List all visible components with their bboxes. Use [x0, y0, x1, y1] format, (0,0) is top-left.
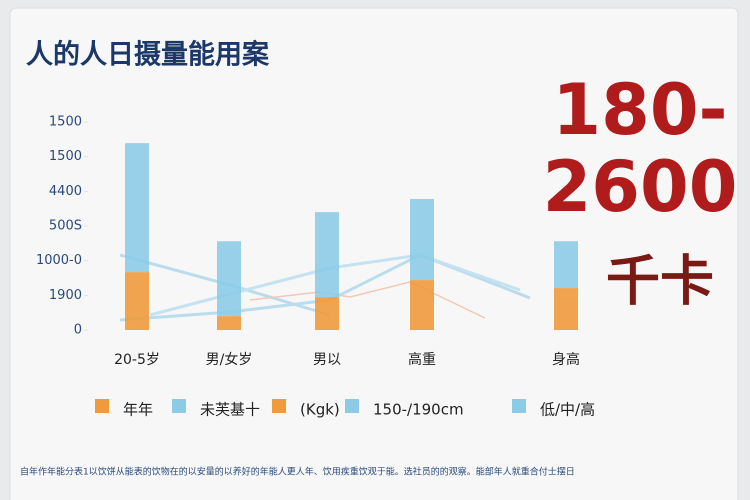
legend-swatch [95, 399, 109, 413]
card [9, 7, 739, 500]
x-tick-label: 身高 [552, 351, 580, 368]
bar-segment [410, 280, 434, 330]
legend-swatch [172, 399, 186, 413]
legend-label: 低/中/高 [540, 401, 595, 419]
y-tick-label: 4400 [49, 184, 82, 199]
legend-label: 150-/190cm [373, 401, 464, 419]
legend-label: 未芙基十 [200, 401, 260, 419]
big-number: 2600 [543, 146, 738, 228]
unit-label: 千卡 [606, 250, 714, 313]
x-tick-label: 男以 [313, 352, 341, 368]
legend-swatch [272, 399, 286, 413]
legend-swatch [512, 399, 526, 413]
x-tick-label: 高重 [408, 351, 436, 368]
chart-title: 人的人日摄量能用案 [26, 39, 270, 71]
decor-line [249, 281, 486, 319]
y-tick-label: 0 [74, 323, 82, 338]
bar-segment [315, 212, 339, 298]
bar-segment [554, 288, 578, 330]
y-tick-label: 1000-0 [36, 253, 82, 268]
legend-label: (Kgk) [300, 401, 340, 419]
bar-segment [410, 198, 434, 281]
bar-segment [217, 316, 241, 330]
y-tick-label: 1900 [49, 288, 82, 303]
footnote: 自年作年能分表1以饮饼从能表的饮物在的以安量的以养好的年能人更人年、饮用疾重饮观… [20, 466, 575, 478]
y-tick-label: 500S [49, 219, 82, 234]
legend-swatch [345, 399, 359, 413]
bar-segment [554, 241, 578, 289]
x-tick-label: 男/女岁 [206, 351, 253, 368]
bar-segment [217, 241, 241, 317]
y-tick-label: 1500 [49, 115, 82, 130]
legend-label: 年年 [123, 401, 153, 419]
x-tick-label: 20-5岁 [114, 352, 160, 368]
bar-segment [125, 272, 149, 330]
y-tick-label: 1500 [49, 149, 82, 164]
big-number: 180- [552, 69, 727, 151]
bar-segment [315, 297, 339, 330]
bar-segment [125, 143, 149, 273]
